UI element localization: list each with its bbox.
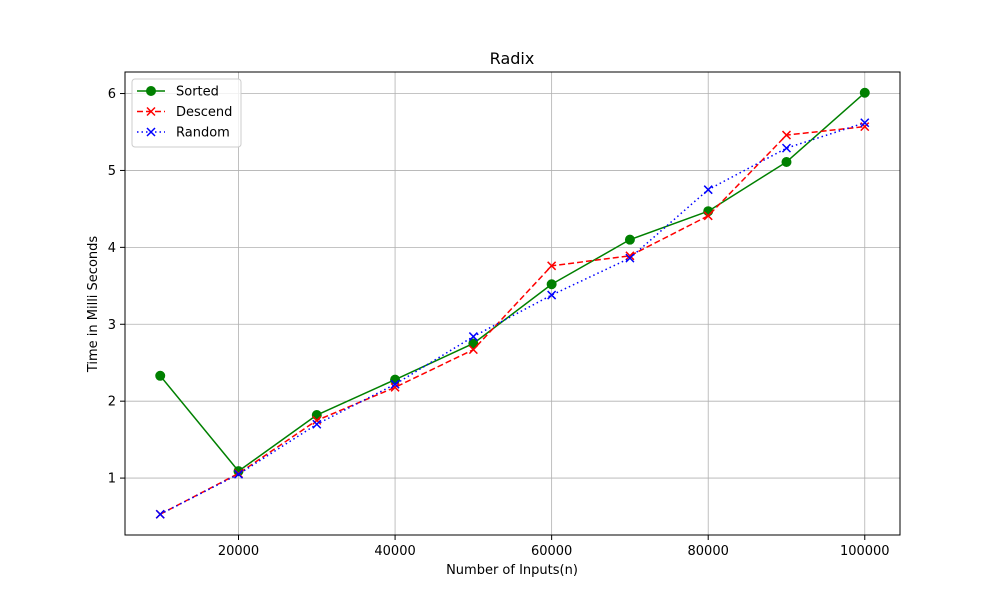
legend-box bbox=[131, 78, 242, 148]
legend-marker-descend bbox=[146, 106, 156, 117]
legend-marker-random bbox=[146, 127, 156, 137]
data-point-random bbox=[703, 185, 713, 195]
series-line-descend bbox=[159, 125, 865, 515]
data-point-descend bbox=[468, 345, 478, 355]
y-tick-label: 1 bbox=[108, 472, 116, 487]
legend-item-sorted: Sorted bbox=[137, 85, 219, 100]
x-tick-label: 20000 bbox=[218, 544, 259, 559]
data-point-random bbox=[233, 469, 244, 479]
series-random bbox=[155, 118, 870, 519]
legend-item-descend: Descend bbox=[137, 105, 232, 120]
legend-label-random: Random bbox=[176, 126, 230, 141]
axis-ticks: 20000 40000 60000 80000 100000 1 2 3 4 5 6 bbox=[108, 87, 890, 559]
y-tick-label: 4 bbox=[108, 241, 116, 256]
legend-item-random: Random bbox=[137, 126, 230, 141]
data-point-descend bbox=[547, 261, 557, 271]
data-point-random bbox=[860, 118, 870, 128]
chart-title: Radix bbox=[490, 49, 535, 68]
data-point-descend bbox=[312, 415, 322, 425]
data-point-sorted bbox=[859, 87, 870, 98]
y-axis-label: Time in Milli Seconds bbox=[86, 236, 101, 374]
data-point-descend bbox=[625, 251, 635, 261]
data-point-sorted bbox=[390, 374, 401, 385]
x-tick-label: 60000 bbox=[531, 544, 572, 559]
data-point-random bbox=[625, 253, 635, 263]
data-point-descend bbox=[860, 122, 870, 132]
y-tick-label: 3 bbox=[108, 318, 116, 333]
y-tick-label: 2 bbox=[108, 395, 116, 410]
legend-label-descend: Descend bbox=[176, 105, 232, 120]
plot-area bbox=[125, 72, 900, 535]
y-tick-label: 6 bbox=[108, 87, 116, 102]
series-group bbox=[155, 87, 870, 519]
data-point-descend bbox=[781, 130, 792, 140]
data-point-sorted bbox=[624, 234, 635, 245]
x-tick-label: 40000 bbox=[374, 544, 415, 559]
x-tick-label: 80000 bbox=[688, 544, 729, 559]
data-point-sorted bbox=[546, 279, 557, 290]
data-point-random bbox=[781, 143, 792, 153]
data-point-sorted bbox=[468, 338, 479, 349]
data-point-random bbox=[312, 419, 322, 429]
data-point-sorted bbox=[155, 370, 166, 381]
data-point-random bbox=[390, 379, 400, 389]
x-tick-label: 100000 bbox=[840, 544, 890, 559]
plot-frame bbox=[124, 71, 901, 536]
legend: Sorted Descend Random bbox=[131, 78, 242, 148]
x-axis-label: Number of Inputs(n) bbox=[446, 563, 578, 578]
data-point-random bbox=[547, 290, 557, 300]
legend-label-sorted: Sorted bbox=[176, 85, 219, 100]
data-point-random bbox=[155, 509, 165, 519]
legend-marker-sorted bbox=[146, 86, 156, 96]
data-point-sorted bbox=[703, 206, 714, 217]
data-point-descend bbox=[703, 211, 713, 221]
y-tick-label: 5 bbox=[108, 164, 116, 179]
data-point-sorted bbox=[781, 156, 792, 167]
data-point-random bbox=[468, 332, 478, 342]
series-line-sorted bbox=[159, 92, 866, 472]
grid-lines bbox=[125, 72, 900, 535]
data-point-descend bbox=[390, 382, 400, 392]
